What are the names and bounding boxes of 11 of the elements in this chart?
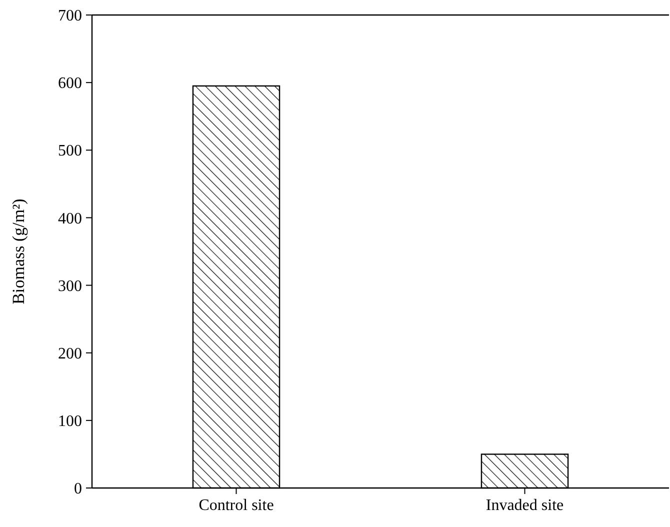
- y-tick-label: 100: [58, 413, 82, 430]
- y-tick-label: 0: [74, 480, 82, 498]
- y-tick-label: 300: [58, 278, 82, 295]
- y-tick-label: 500: [58, 142, 82, 160]
- x-tick-label: Invaded site: [486, 497, 564, 514]
- y-tick-label: 200: [58, 345, 82, 362]
- y-tick-label: 600: [58, 75, 82, 92]
- x-tick-label: Control site: [198, 497, 274, 514]
- y-tick-label: 400: [58, 210, 82, 228]
- y-tick-label: 700: [58, 8, 82, 25]
- y-axis-title: Biomass (g/m²): [9, 198, 28, 304]
